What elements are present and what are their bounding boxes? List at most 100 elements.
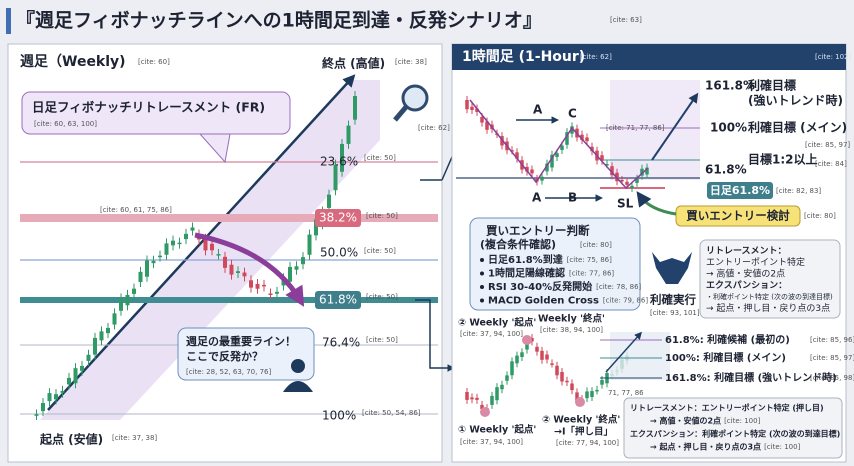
candle-body [500,384,504,390]
method-line: ・利確ポイント特定 (次の波の到達目標) [706,292,833,301]
cite: [cite: 37, 38] [112,434,157,442]
candle-body [560,145,564,150]
candle-body [470,397,474,400]
candle-body [294,266,299,270]
level-label: 100%: 利確目標 (メイン) [665,351,786,364]
fib-label: 76.4% [322,336,360,350]
fr-box [21,91,291,135]
entry-item: RSI 30-40%反発開始 [488,280,592,293]
cite: [cite: 62] [418,124,450,132]
candle-body [530,169,534,174]
candle-body [540,350,544,360]
fib-label: 61.8% [319,293,357,307]
wave-label: A [533,103,543,117]
candle-body [580,134,584,141]
page-title: 『週足フィボナッチラインへの1時間足到達・反発シナリオ』 [16,9,542,32]
callout-text: ここで反発か？ [186,349,263,363]
candle-body [630,185,634,189]
panel-title: 1時間足 (1-Hour) [462,48,585,65]
candle-body [470,106,474,111]
cite: [cite: 38, 94, 100] [540,326,603,334]
candle-body [67,377,71,385]
candle-body [575,392,579,402]
candle-body [34,414,39,416]
candle-body [565,132,569,145]
title-accent [6,8,11,34]
candle-body [520,352,524,357]
candle-body [610,166,614,176]
cite: [cite: 50] [364,247,396,255]
note-line: エクスパンション：利確ポイント特定 (次の波の到達目標) [630,429,840,439]
bullet [480,285,484,289]
cite: [cite: 82, 83] [776,187,821,195]
person-icon [283,359,313,392]
target-pct: 61.8% [705,163,747,177]
candle-body [600,155,604,161]
daily-tag [707,182,773,199]
target-text: 利確目標 (メイン) [748,120,847,135]
candle-body [550,363,554,365]
cite: [cite: 50] [366,336,398,344]
cite: [cite: 77, 86] [569,270,614,278]
candle-body [249,280,253,288]
cite: [cite: 28, 52, 63, 70, 76] [186,368,271,376]
pivot-label: ① Weekly '起点' [458,424,536,436]
entry-items: 日足61.8%到達 [cite: 75, 86]1時間足陽線確認 [cite: 77… [480,253,648,307]
panel-header [452,44,846,70]
candle-body [73,368,78,384]
candle-body [465,392,469,400]
candle-body [268,293,273,295]
candle-body [80,365,84,371]
cite: [cite: 60, 63, 100] [34,120,97,128]
cite: 71, 77, 86 [608,389,644,397]
candle-body [132,288,136,294]
pivot-dot [522,335,532,345]
cite: [cite: 85, 97] [805,141,850,149]
target-zone [610,80,700,180]
fib-label: 100% [322,409,356,423]
candle-body [590,146,594,152]
cite: [cite: 102] [815,53,852,61]
cite: [cite: 84] [815,160,847,168]
candle-body [590,391,594,398]
note-line: → 起点・押し目・戻り点の3点 [650,442,761,452]
candle-body [236,271,240,273]
cite: [cite: 78, 86] [596,283,641,291]
candle-body [605,163,609,166]
cite: [cite: 60] [138,58,170,66]
cite: [cite: 80] [804,212,836,220]
candle-body [151,260,156,264]
candle-body [620,179,624,182]
hourly-panel: 1時間足 (1-Hour) [cite: 62] [cite: 102] A C… [451,43,854,463]
target-arrow [605,331,643,373]
candle-body [301,257,305,265]
candle-body [530,338,534,342]
method-lines: リトレースメント：エントリーポイント特定→ 高値・安値の2点エクスパンション：・… [706,246,833,315]
take-profit-label: 利確実行 [649,293,696,307]
candle-body [550,154,554,168]
cite: [cite: 50] [366,293,398,301]
cite: [cite: 62] [580,53,612,61]
target-zone [610,332,670,380]
cite: [cite: 63] [610,16,642,24]
candle-body [635,178,639,183]
cite: [cite: 100] [724,417,761,425]
candle-body [640,168,644,176]
pullback-arrow [194,232,305,307]
candle-body [60,390,65,393]
candle-body [86,354,91,361]
candle-body [314,219,318,236]
candle-body [47,393,52,402]
cite: [cite: 77, 94, 100] [556,439,619,447]
target-text: 目標1:2以上 [748,152,818,167]
candle-body [490,395,494,405]
cite: [cite: 60, 61, 75, 86] [100,206,172,214]
candle-body [465,100,469,110]
pivot-label: ② Weekly '起点' [458,317,536,329]
target-pct: 100% [710,121,747,135]
connector [415,299,455,372]
bullet [480,271,484,276]
candle-body [158,255,162,258]
candle-body [340,143,344,172]
candle-body [216,254,221,256]
